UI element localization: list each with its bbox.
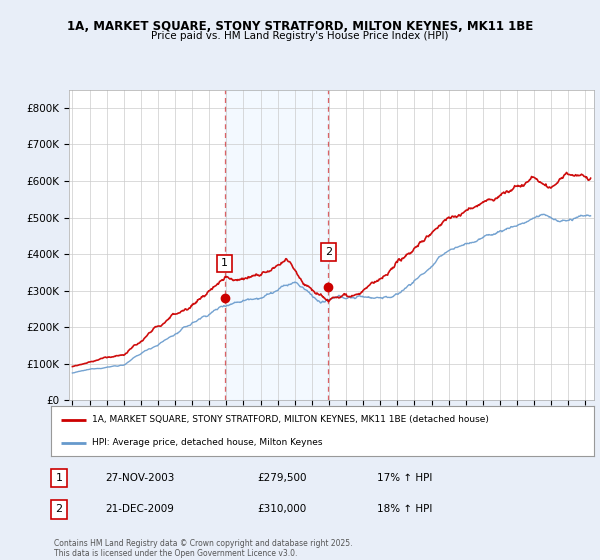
Text: 1A, MARKET SQUARE, STONY STRATFORD, MILTON KEYNES, MK11 1BE (detached house): 1A, MARKET SQUARE, STONY STRATFORD, MILT…: [92, 415, 488, 424]
Text: Contains HM Land Registry data © Crown copyright and database right 2025.
This d: Contains HM Land Registry data © Crown c…: [54, 539, 353, 558]
Text: 17% ↑ HPI: 17% ↑ HPI: [377, 473, 432, 483]
Text: Price paid vs. HM Land Registry's House Price Index (HPI): Price paid vs. HM Land Registry's House …: [151, 31, 449, 41]
Text: 1: 1: [56, 473, 62, 483]
Text: 1: 1: [221, 259, 228, 268]
Text: 1A, MARKET SQUARE, STONY STRATFORD, MILTON KEYNES, MK11 1BE: 1A, MARKET SQUARE, STONY STRATFORD, MILT…: [67, 20, 533, 32]
Text: HPI: Average price, detached house, Milton Keynes: HPI: Average price, detached house, Milt…: [92, 438, 322, 447]
Text: £310,000: £310,000: [257, 505, 307, 514]
Text: 21-DEC-2009: 21-DEC-2009: [106, 505, 174, 514]
Text: 27-NOV-2003: 27-NOV-2003: [106, 473, 175, 483]
Text: 2: 2: [325, 248, 332, 257]
Text: 2: 2: [56, 505, 63, 514]
Text: 18% ↑ HPI: 18% ↑ HPI: [377, 505, 432, 514]
Bar: [224, 90, 328, 400]
Text: £279,500: £279,500: [257, 473, 307, 483]
